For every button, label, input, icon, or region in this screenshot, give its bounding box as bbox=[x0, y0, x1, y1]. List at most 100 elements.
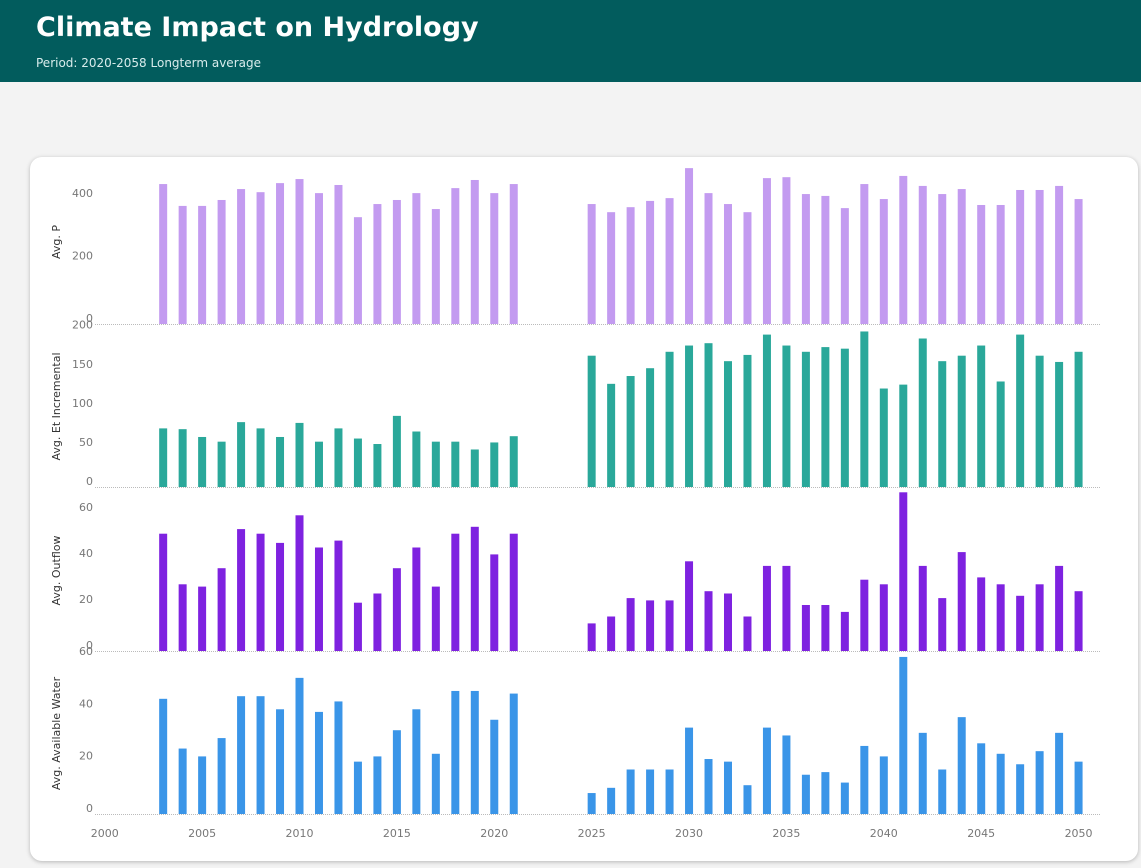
subtitle: Period: 2020-2058 Longterm average bbox=[36, 56, 261, 70]
bar bbox=[879, 584, 888, 651]
bar bbox=[490, 719, 499, 814]
y-tick-label: 60 bbox=[79, 501, 93, 514]
bar bbox=[1055, 185, 1064, 324]
bar bbox=[646, 368, 655, 487]
x-tick-label: 2005 bbox=[188, 827, 216, 840]
x-tick-label: 2040 bbox=[870, 827, 898, 840]
bar bbox=[353, 761, 362, 814]
bar bbox=[1074, 761, 1083, 814]
bar bbox=[860, 579, 869, 651]
bar bbox=[373, 444, 382, 487]
bar bbox=[801, 774, 810, 814]
bar bbox=[431, 753, 440, 814]
bar bbox=[899, 492, 908, 651]
bar bbox=[353, 438, 362, 487]
bar bbox=[685, 168, 694, 324]
bar bbox=[996, 381, 1005, 487]
bar bbox=[626, 769, 635, 814]
x-tick-label: 2020 bbox=[480, 827, 508, 840]
y-tick-label: 60 bbox=[79, 645, 93, 658]
bar bbox=[1016, 334, 1025, 487]
y-axis-label: Avg. P bbox=[50, 225, 63, 259]
bar bbox=[451, 533, 460, 651]
x-tick-label: 2045 bbox=[967, 827, 995, 840]
bar bbox=[470, 690, 479, 814]
bar bbox=[607, 212, 616, 324]
bar bbox=[1035, 355, 1044, 487]
bar bbox=[938, 194, 947, 324]
bar bbox=[938, 598, 947, 651]
bar bbox=[723, 593, 732, 651]
bar bbox=[431, 441, 440, 487]
bar bbox=[276, 542, 285, 651]
bar bbox=[587, 355, 596, 487]
bar bbox=[743, 616, 752, 651]
bar bbox=[1035, 189, 1044, 324]
bar bbox=[899, 175, 908, 324]
bar bbox=[665, 600, 674, 651]
y-tick-label: 100 bbox=[72, 397, 93, 410]
bar bbox=[801, 605, 810, 651]
bar bbox=[1016, 764, 1025, 814]
bar bbox=[198, 436, 207, 487]
bar bbox=[237, 529, 246, 651]
bar bbox=[626, 207, 635, 324]
bar bbox=[509, 533, 518, 651]
bar bbox=[821, 347, 830, 487]
bar bbox=[470, 526, 479, 651]
bar bbox=[295, 179, 304, 324]
y-tick-label: 0 bbox=[86, 475, 93, 488]
bar bbox=[704, 759, 713, 814]
bar bbox=[392, 415, 401, 487]
bar bbox=[743, 354, 752, 487]
bar bbox=[899, 656, 908, 814]
bar bbox=[879, 756, 888, 814]
bar bbox=[295, 422, 304, 487]
bar bbox=[490, 442, 499, 487]
y-tick-label: 400 bbox=[72, 187, 93, 200]
bar bbox=[353, 602, 362, 651]
bar bbox=[353, 217, 362, 324]
y-tick-label: 0 bbox=[86, 802, 93, 815]
bar bbox=[159, 698, 168, 814]
x-tick-label: 2000 bbox=[91, 827, 119, 840]
bar bbox=[1055, 361, 1064, 487]
bar bbox=[821, 772, 830, 814]
bar bbox=[938, 769, 947, 814]
bar bbox=[451, 188, 460, 324]
y-tick-label: 150 bbox=[72, 358, 93, 371]
bar bbox=[217, 738, 226, 814]
bar bbox=[392, 568, 401, 651]
bar bbox=[977, 204, 986, 324]
bar bbox=[276, 436, 285, 487]
y-tick-label: 50 bbox=[79, 436, 93, 449]
bar bbox=[704, 193, 713, 324]
bar bbox=[801, 194, 810, 324]
bar bbox=[198, 205, 207, 324]
bar bbox=[762, 565, 771, 651]
bar bbox=[509, 693, 518, 814]
x-tick-label: 2015 bbox=[383, 827, 411, 840]
bar bbox=[587, 793, 596, 814]
bar bbox=[256, 696, 265, 814]
bar bbox=[314, 711, 323, 814]
bar bbox=[412, 547, 421, 651]
bar bbox=[256, 428, 265, 487]
bar bbox=[977, 743, 986, 814]
x-tick-label: 2035 bbox=[772, 827, 800, 840]
bar bbox=[1055, 565, 1064, 651]
bar bbox=[626, 598, 635, 651]
bar bbox=[762, 178, 771, 324]
bar bbox=[743, 212, 752, 324]
bar bbox=[412, 431, 421, 487]
bar bbox=[879, 388, 888, 487]
bar bbox=[782, 735, 791, 814]
bar bbox=[334, 701, 343, 814]
bar bbox=[159, 533, 168, 651]
bar bbox=[314, 193, 323, 324]
bar bbox=[860, 184, 869, 324]
bar bbox=[957, 189, 966, 324]
bar bbox=[159, 184, 168, 324]
bar bbox=[607, 383, 616, 487]
